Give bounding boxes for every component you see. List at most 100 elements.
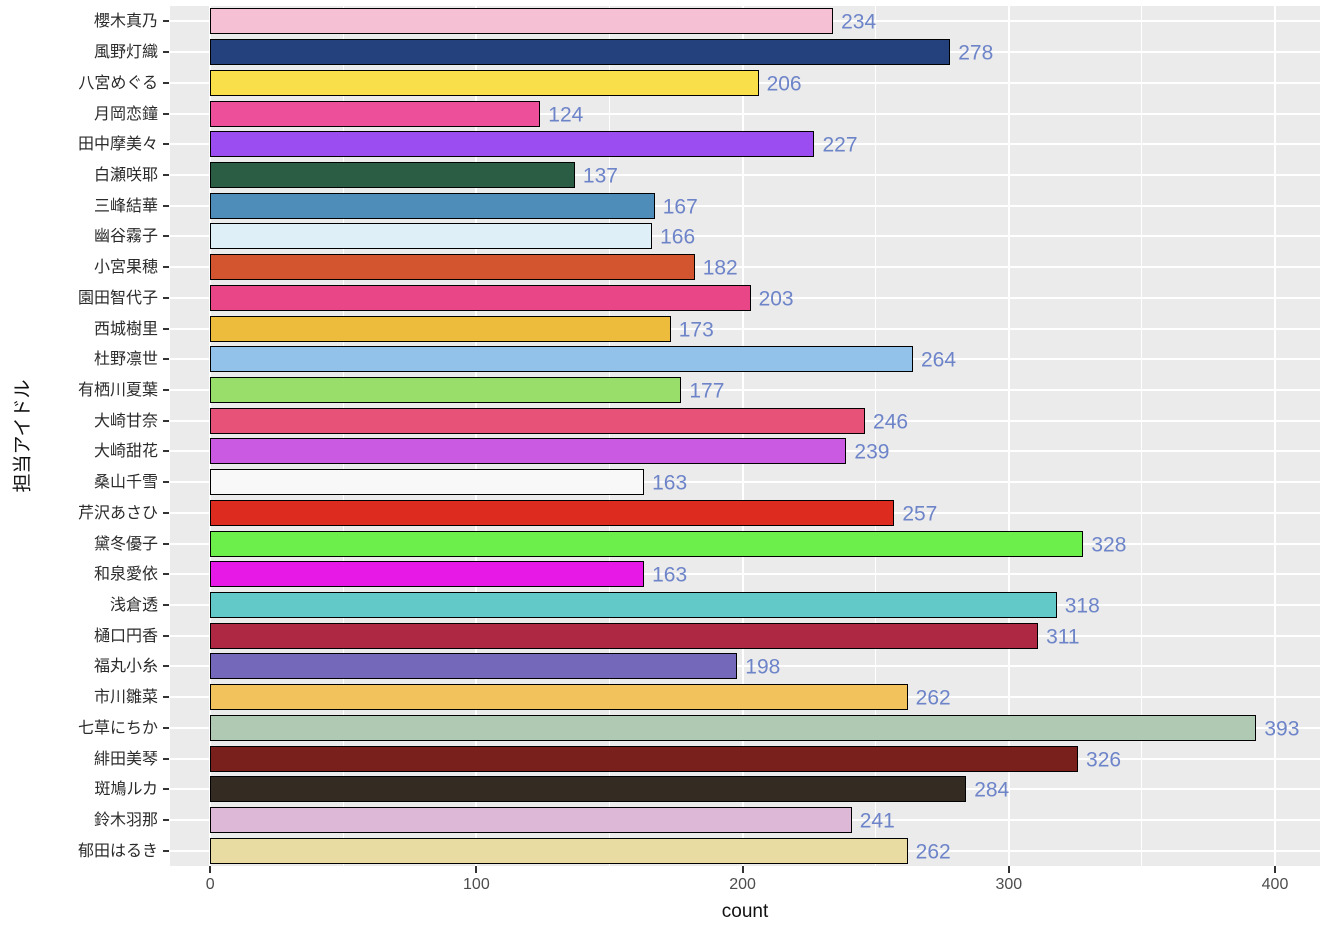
bar-value-label: 203 [758,287,794,311]
bar [210,591,1057,618]
y-tick-mark [163,511,169,514]
bar [210,254,695,281]
category-label: 大崎甘奈 [93,412,158,430]
minor-gridline [609,6,610,866]
row-gridline [170,327,1320,330]
category-label: 鈴木羽那 [93,811,158,829]
bar-value-label: 393 [1264,717,1300,741]
major-gridline [1274,6,1276,866]
bar-value-label: 177 [689,379,725,403]
y-tick-mark [163,173,169,176]
y-tick-mark [163,419,169,422]
minor-gridline [875,6,877,866]
y-tick-mark [163,358,169,361]
bar-value-label: 241 [859,809,895,833]
y-tick-mark [163,849,169,852]
category-label: 白瀬咲耶 [93,166,158,184]
major-gridline [741,6,744,866]
bar [210,315,671,342]
x-tick-label: 0 [205,876,215,893]
bar [210,161,575,188]
category-label: 三峰結華 [93,197,158,215]
category-label: 斑鳩ルカ [94,781,158,799]
bar [210,469,645,496]
bar-value-label: 264 [920,348,957,372]
bar-value-label: 167 [662,195,698,219]
y-tick-mark [163,481,169,484]
category-label: 風野灯織 [93,44,158,62]
bar-value-label: 124 [548,103,584,126]
bar-value-label: 198 [745,655,781,679]
bar [210,376,682,403]
y-tick-mark [163,112,169,115]
x-tick-mark [741,866,744,873]
minor-gridline [342,6,344,866]
bar [210,561,645,588]
major-gridline [209,6,212,866]
plot-panel: 234 278 206 124 227 137 167 166 182 203 173 264 177 2… [170,6,1320,866]
x-tick-mark [1007,866,1010,873]
bar-value-label: 163 [652,471,688,495]
y-tick-mark [163,665,169,668]
x-tick-label: 200 [729,876,756,893]
y-tick-mark [163,573,169,576]
y-tick-mark [163,818,169,821]
category-label: 櫻木真乃 [93,13,158,31]
bar [210,745,1078,772]
bar-value-label: 278 [958,41,994,65]
x-tick-mark [209,866,212,873]
x-tick-label: 400 [1261,876,1289,893]
category-label: 田中摩美々 [77,136,158,154]
bar [210,69,759,96]
bar [210,776,967,803]
bar [210,806,852,833]
bar-value-label: 239 [854,440,890,464]
y-tick-mark [163,726,169,729]
category-label: 浅倉透 [109,596,158,614]
row-gridline [170,665,1320,668]
category-label: 西城樹里 [93,320,158,338]
bar-value-label: 182 [702,256,738,280]
bar-value-label: 318 [1064,594,1100,618]
category-label: 大崎甜花 [93,443,158,461]
x-tick-mark [475,866,478,873]
bar [210,39,951,66]
category-label: 和泉愛依 [93,566,158,584]
bar-value-label: 246 [873,410,909,434]
bar-value-label: 262 [915,686,951,710]
row-gridline [170,266,1320,269]
category-label: 幽谷霧子 [93,228,158,246]
y-tick-mark [163,51,169,54]
bar-value-label: 234 [841,10,877,34]
row-gridline [170,173,1320,176]
bar [210,530,1084,557]
bar [210,653,738,680]
x-tick-label: 100 [463,876,490,893]
bar [210,499,895,526]
bar [210,346,913,373]
category-label: 八宮めぐる [78,74,158,92]
y-tick-mark [163,235,169,238]
y-tick-mark [163,20,169,23]
y-tick-mark [163,143,169,146]
bar-value-label: 173 [678,318,714,341]
y-tick-mark [163,696,169,699]
bar [210,837,908,864]
bar-value-label: 284 [974,778,1010,802]
bar [210,192,655,219]
category-label: 月岡恋鐘 [93,105,158,123]
category-label: 桑山千雪 [93,474,158,492]
y-tick-mark [163,603,169,606]
y-tick-mark [163,266,169,269]
category-label: 有栖川夏葉 [77,381,158,399]
bar-value-label: 137 [582,164,618,188]
bar-value-label: 206 [766,72,802,96]
bar [210,622,1039,649]
category-label: 福丸小糸 [93,658,158,676]
y-tick-mark [163,542,169,545]
y-tick-mark [163,450,169,453]
category-label: 杜野凛世 [93,351,158,369]
y-tick-mark [163,327,169,330]
bar [210,223,653,250]
